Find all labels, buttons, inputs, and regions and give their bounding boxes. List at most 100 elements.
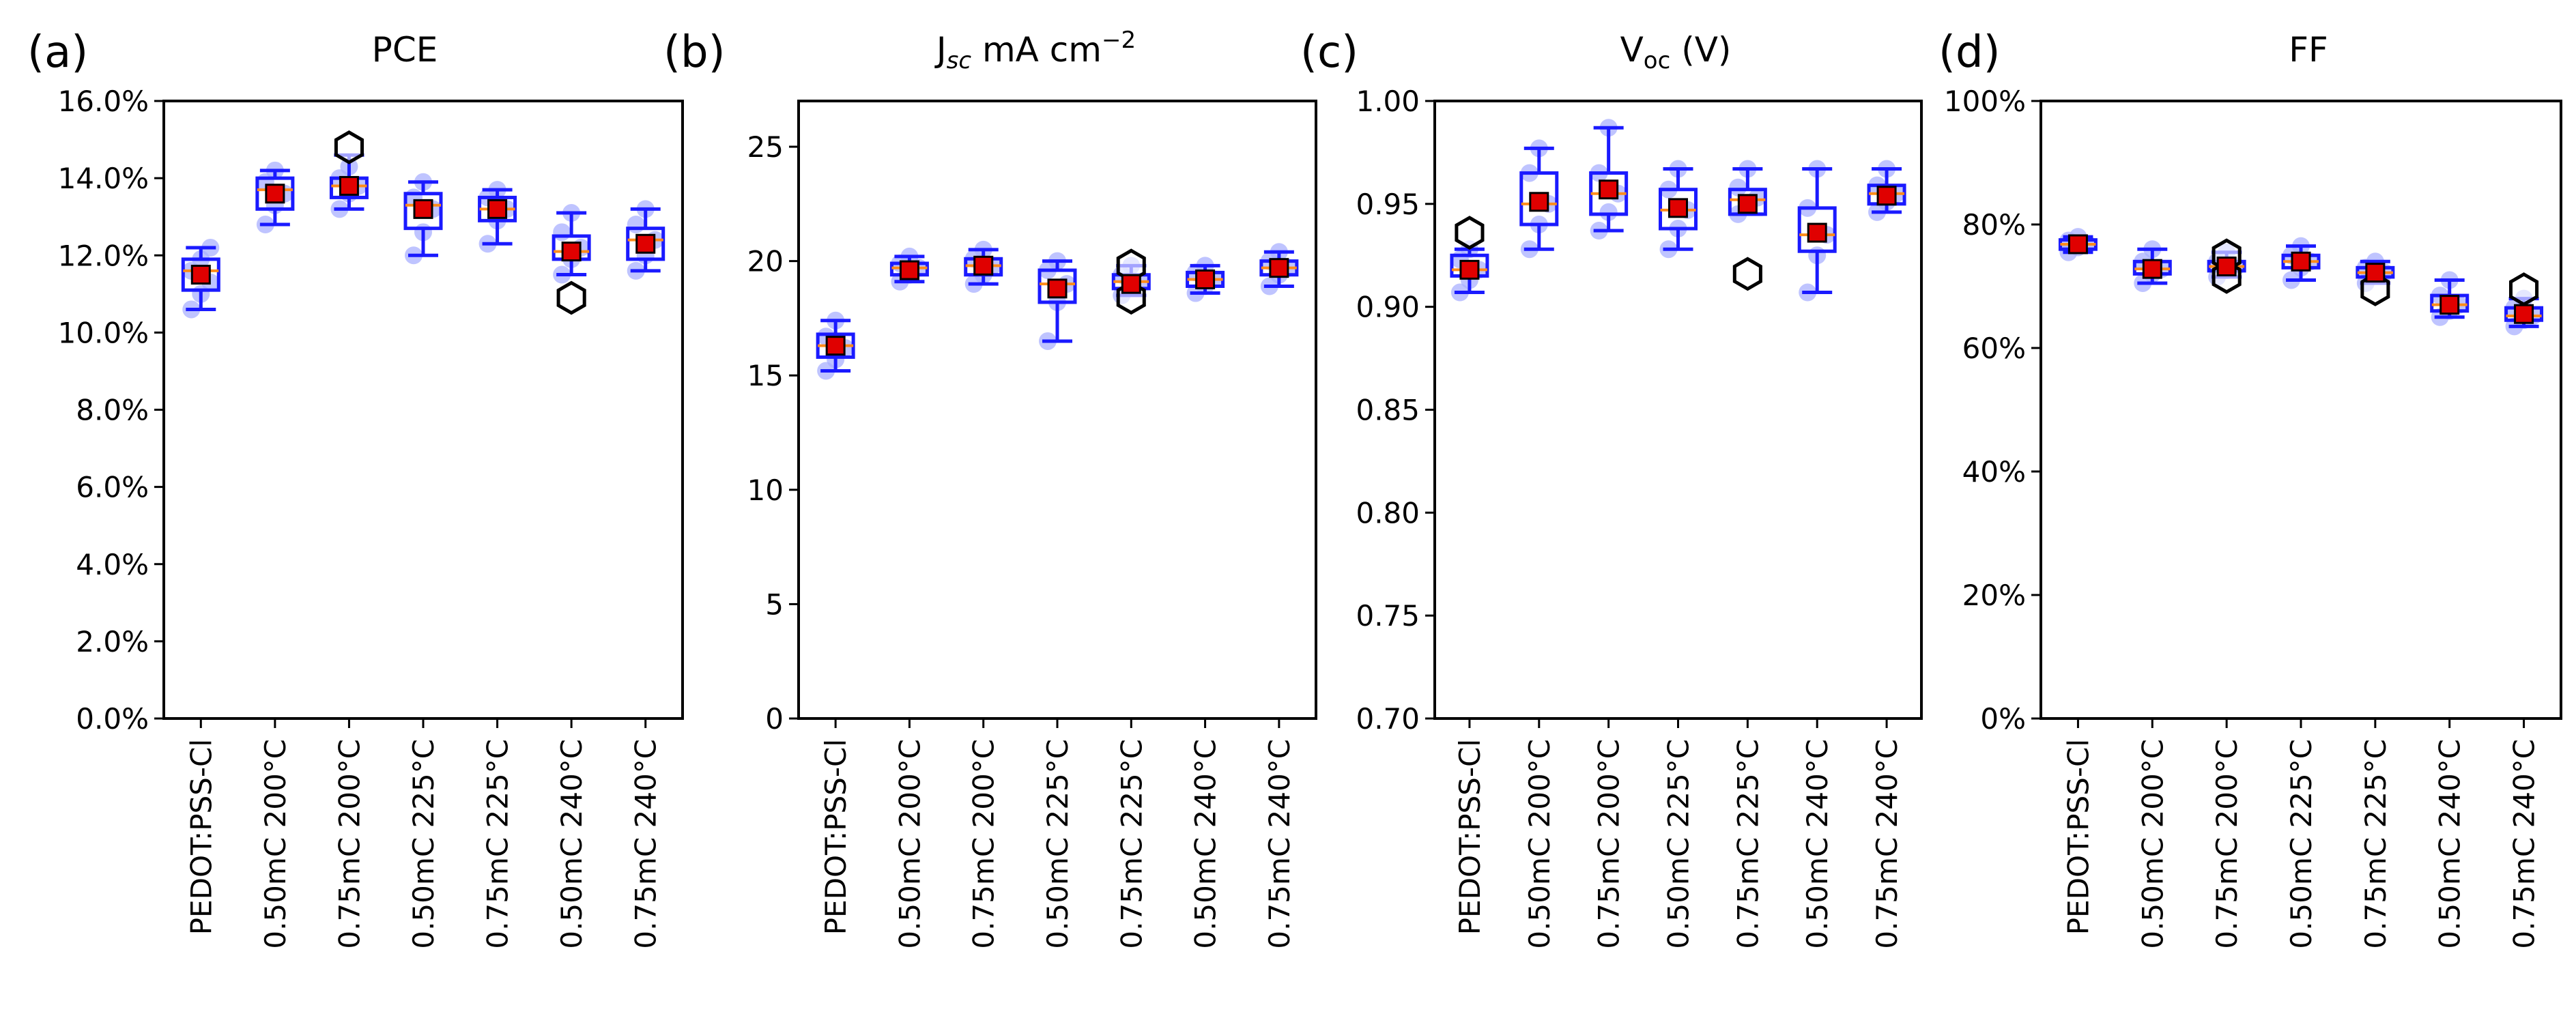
panel-b-title: Jsc mA cm−2 bbox=[934, 27, 1136, 74]
x-tick-label: 0.50mC 225°C bbox=[407, 739, 440, 949]
mean-marker bbox=[825, 336, 846, 356]
x-tick-label: 0.50mC 200°C bbox=[2136, 739, 2169, 949]
panel-b-title-main: J bbox=[934, 30, 947, 70]
panel-c-title-main: V bbox=[1620, 30, 1644, 70]
x-tick-label: 0.50mC 240°C bbox=[2433, 739, 2467, 949]
box bbox=[1037, 268, 1077, 304]
y-tick-label: 0% bbox=[1980, 702, 2026, 736]
x-tick-label: PEDOT:PSS-Cl bbox=[1453, 739, 1487, 935]
box bbox=[1728, 188, 1767, 216]
mean-marker bbox=[561, 242, 582, 262]
mean-marker bbox=[2067, 234, 2088, 255]
y-tick-label: 0 bbox=[765, 702, 784, 736]
x-tick-label: PEDOT:PSS-Cl bbox=[184, 739, 218, 935]
mean-marker bbox=[1459, 259, 1480, 280]
mean-marker bbox=[899, 260, 919, 280]
panel-d-letter: (d) bbox=[1938, 27, 2001, 78]
y-tick-label: 0.0% bbox=[76, 702, 149, 736]
y-tick-label: 0.75 bbox=[1356, 599, 1420, 633]
y-tick-label: 40% bbox=[1962, 455, 2026, 489]
panel-c-title-sub: oc bbox=[1644, 47, 1671, 74]
data-point bbox=[1729, 178, 1747, 197]
mean-marker bbox=[2142, 259, 2162, 279]
panel-b-title-sub: sc bbox=[947, 47, 972, 74]
x-tick-label: 0.50mC 200°C bbox=[259, 739, 292, 949]
mean-marker bbox=[2365, 263, 2386, 283]
mean-marker bbox=[487, 199, 508, 219]
y-tick-label: 0.95 bbox=[1356, 188, 1420, 221]
panel-a-letter: (a) bbox=[27, 27, 88, 78]
x-tick-label: 0.50mC 200°C bbox=[893, 739, 926, 949]
x-tick-label: 0.50mC 225°C bbox=[1041, 739, 1074, 949]
x-tick-label: 0.75mC 240°C bbox=[629, 739, 663, 949]
mean-marker bbox=[413, 199, 433, 219]
panel-c-voc: (c) Voc (V) 0.70 0.75 0.80 0.85 0.90 0.95 1.00… bbox=[1300, 27, 1923, 949]
plot-frame bbox=[797, 100, 1317, 720]
box bbox=[181, 257, 220, 292]
data-point bbox=[627, 216, 645, 233]
mean-marker bbox=[1737, 194, 1758, 214]
y-tick-label: 60% bbox=[1962, 332, 2026, 365]
box bbox=[403, 192, 443, 231]
x-tick-label: 0.75mC 225°C bbox=[1731, 739, 1764, 949]
x-tick-label: 0.75mC 225°C bbox=[481, 739, 515, 949]
data-point bbox=[553, 223, 571, 242]
y-tick-label: 0.80 bbox=[1356, 496, 1420, 529]
panel-a-title: PCE bbox=[372, 30, 438, 70]
x-tick-label: 0.75mC 240°C bbox=[1263, 739, 1296, 949]
panel-d-title: FF bbox=[2289, 30, 2328, 70]
outlier-marker bbox=[556, 280, 586, 315]
x-tick-label: 0.75mC 225°C bbox=[2359, 739, 2392, 949]
x-tick-label: 0.75mC 240°C bbox=[1870, 739, 1904, 949]
panel-d-ff: (d) FF 0% 20% 40% 60% 80% 100% PEDOT:PSS-Cl 0.5… bbox=[1938, 27, 2562, 949]
x-tick-label: PEDOT:PSS-Cl bbox=[2061, 739, 2095, 935]
x-tick-label: PEDOT:PSS-Cl bbox=[819, 739, 853, 935]
x-tick-label: 0.75mC 240°C bbox=[2508, 739, 2541, 949]
box bbox=[626, 227, 666, 261]
x-tick-label: 0.50mC 240°C bbox=[1189, 739, 1222, 949]
x-tick-label: 0.50mC 200°C bbox=[1523, 739, 1556, 949]
panel-c-letter: (c) bbox=[1300, 27, 1358, 78]
mean-marker bbox=[973, 255, 994, 276]
mean-marker bbox=[265, 184, 285, 204]
mean-marker bbox=[1529, 192, 1549, 212]
y-tick-label: 0.70 bbox=[1356, 702, 1420, 736]
panel-c-title: Voc (V) bbox=[1620, 30, 1732, 74]
x-tick-label: 0.50mC 225°C bbox=[2285, 739, 2318, 949]
panel-c-title-unit: (V) bbox=[1670, 30, 1731, 70]
panel-b-jsc: (b) Jsc mA cm−2 0 5 10 15 20 25 PEDOT:PSS-Cl 0.… bbox=[663, 27, 1317, 949]
y-tick-label: 15 bbox=[747, 359, 784, 392]
x-tick-label: 0.75mC 200°C bbox=[1592, 739, 1626, 949]
x-tick-label: 0.50mC 225°C bbox=[1662, 739, 1695, 949]
plot-frame bbox=[1433, 100, 1923, 720]
y-tick-label: 16.0% bbox=[58, 85, 149, 118]
y-tick-label: 1.00 bbox=[1356, 85, 1420, 118]
x-tick-label: 0.50mC 240°C bbox=[1801, 739, 1834, 949]
y-tick-label: 20 bbox=[747, 245, 784, 278]
outlier-marker bbox=[1455, 216, 1485, 250]
x-tick-label: 0.75mC 225°C bbox=[1115, 739, 1148, 949]
y-tick-label: 25 bbox=[747, 130, 784, 164]
outlier-marker bbox=[2509, 272, 2539, 306]
y-tick-label: 100% bbox=[1944, 85, 2026, 118]
x-tick-label: 0.75mC 200°C bbox=[332, 739, 366, 949]
mean-marker bbox=[2216, 257, 2237, 277]
box bbox=[1797, 206, 1837, 253]
mean-marker bbox=[1047, 278, 1068, 299]
mean-marker bbox=[339, 175, 359, 196]
panel-a-pce: (a) PCE 0.0% 2.0% 4.0% 6.0% 8.0% 10.0% 12.0% 14… bbox=[27, 27, 684, 949]
y-tick-label: 0.85 bbox=[1356, 394, 1420, 427]
mean-marker bbox=[2514, 304, 2534, 324]
mean-marker bbox=[2439, 295, 2460, 315]
y-tick-label: 2.0% bbox=[76, 625, 149, 658]
y-tick-label: 80% bbox=[1962, 208, 2026, 242]
mean-marker bbox=[2291, 251, 2311, 272]
panel-b-title-sup: −2 bbox=[1102, 27, 1136, 54]
data-point bbox=[1599, 203, 1618, 221]
panel-b-title-unit: mA cm bbox=[971, 30, 1102, 70]
y-tick-label: 6.0% bbox=[76, 471, 149, 504]
mean-marker bbox=[1668, 198, 1688, 218]
mean-marker bbox=[190, 265, 211, 285]
mean-marker bbox=[1876, 186, 1897, 206]
y-tick-label: 20% bbox=[1962, 579, 2026, 612]
